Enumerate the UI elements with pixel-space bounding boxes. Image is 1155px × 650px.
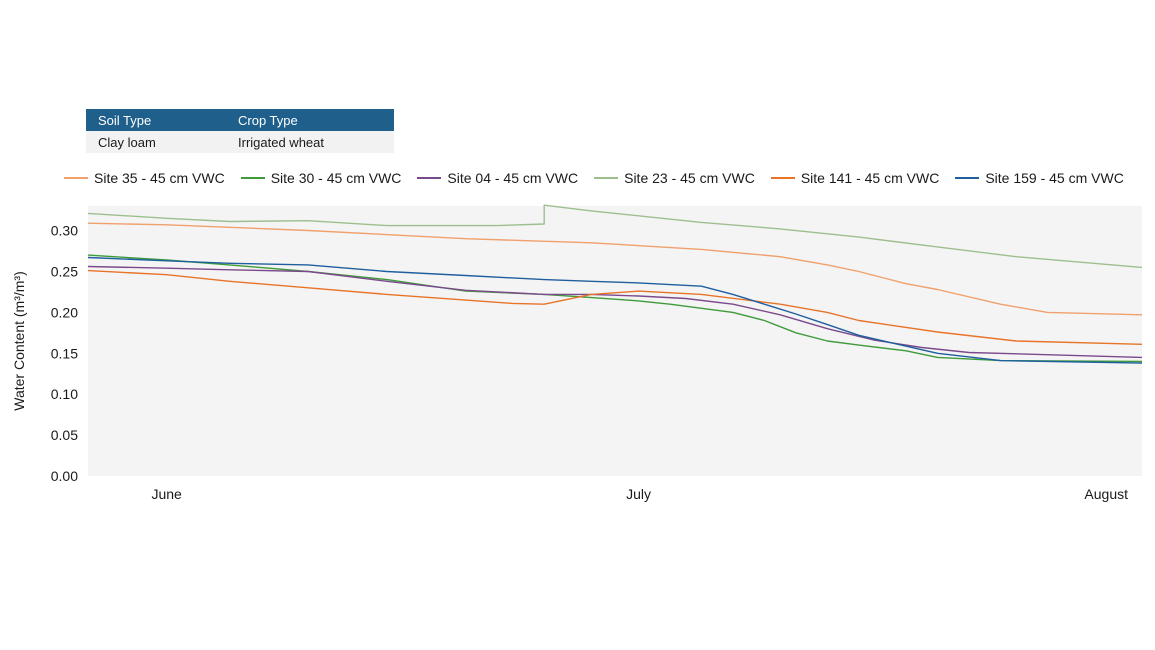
y-axis-label: Water Content (m³/m³)	[11, 271, 27, 411]
legend-label: Site 04 - 45 cm VWC	[447, 170, 579, 186]
series-line	[87, 222, 1143, 316]
x-tick-label: June	[151, 486, 182, 502]
legend-item: Site 23 - 45 cm VWC	[594, 170, 755, 186]
plot-area	[88, 206, 1142, 476]
legend-swatch	[240, 177, 265, 179]
y-tick-label: 0.30	[51, 223, 78, 239]
soil-type-header: Soil Type	[98, 112, 152, 128]
legend-item: Site 35 - 45 cm VWC	[64, 170, 225, 186]
legend-swatch	[417, 177, 442, 179]
legend-label: Site 159 - 45 cm VWC	[985, 170, 1124, 186]
y-tick-label: 0.20	[51, 304, 78, 320]
legend-label: Site 23 - 45 cm VWC	[624, 170, 755, 186]
legend-item: Site 141 - 45 cm VWC	[770, 170, 940, 186]
info-table-header-row: Soil Type Crop Type	[86, 109, 394, 131]
legend-item: Site 30 - 45 cm VWC	[240, 170, 402, 186]
crop-type-value: Irrigated wheat	[238, 134, 324, 150]
x-tick-label: August	[1084, 486, 1128, 502]
legend-swatch	[955, 177, 980, 179]
y-tick-label: 0.05	[51, 427, 78, 443]
series-line	[87, 269, 1143, 345]
chart-legend: Site 35 - 45 cm VWC Site 30 - 45 cm VWC Si…	[64, 170, 1149, 186]
legend-swatch	[594, 177, 619, 179]
legend-swatch	[64, 177, 88, 179]
info-table-value-row: Clay loam Irrigated wheat	[86, 131, 394, 153]
series-line	[87, 204, 1143, 269]
info-table: Soil Type Crop Type Clay loam Irrigated …	[86, 109, 394, 153]
y-tick-label: 0.00	[51, 468, 78, 484]
series-line	[87, 256, 1143, 364]
soil-type-value: Clay loam	[98, 134, 156, 150]
legend-item: Site 04 - 45 cm VWC	[417, 170, 578, 186]
legend-label: Site 141 - 45 cm VWC	[800, 170, 940, 186]
x-tick-label: July	[626, 486, 651, 502]
crop-type-header: Crop Type	[238, 112, 298, 128]
legend-swatch	[770, 177, 795, 179]
y-tick-label: 0.15	[51, 345, 78, 361]
y-tick-label: 0.25	[51, 263, 78, 279]
y-tick-label: 0.10	[51, 386, 78, 402]
legend-item: Site 159 - 45 cm VWC	[955, 170, 1124, 186]
legend-label: Site 35 - 45 cm VWC	[94, 170, 225, 186]
legend-label: Site 30 - 45 cm VWC	[270, 170, 402, 186]
